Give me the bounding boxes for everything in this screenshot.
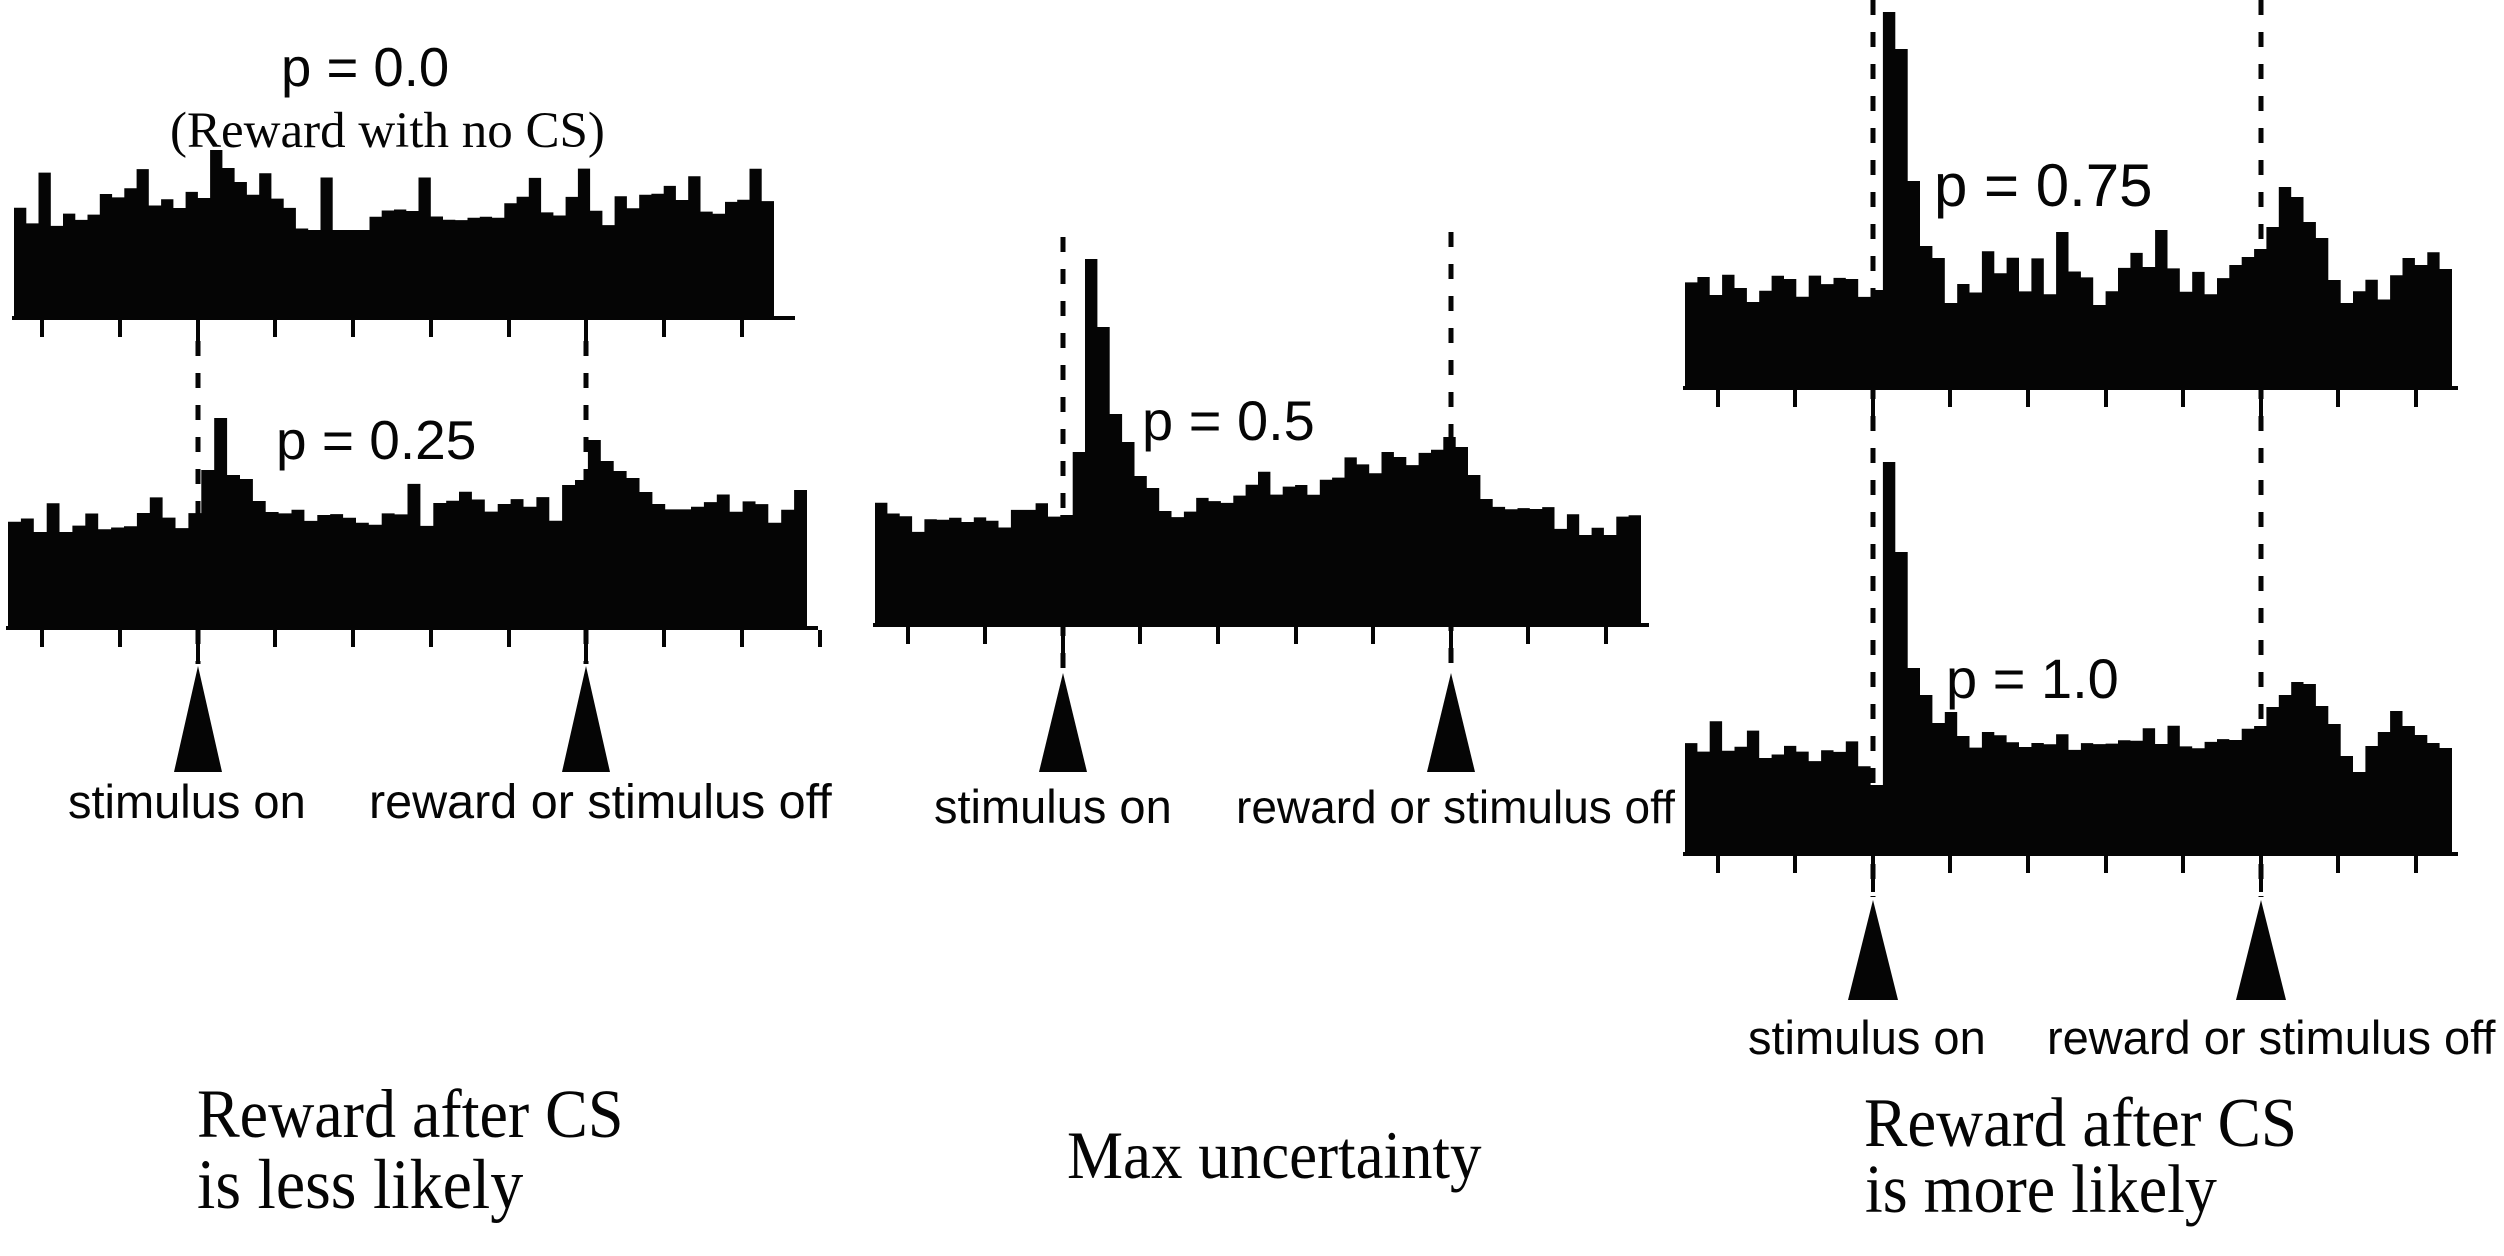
svg-text:Reward after CS: Reward after CS <box>1864 1084 2297 1161</box>
svg-text:stimulus on: stimulus on <box>68 775 306 828</box>
svg-text:reward or stimulus off: reward or stimulus off <box>369 775 832 829</box>
svg-text:stimulus on: stimulus on <box>934 780 1172 833</box>
svg-text:p = 1.0: p = 1.0 <box>1946 647 2119 710</box>
svg-text:Reward after CS: Reward after CS <box>197 1077 623 1152</box>
svg-text:stimulus on: stimulus on <box>1748 1011 1986 1064</box>
svg-text:(Reward with no CS): (Reward with no CS) <box>170 103 605 159</box>
svg-text:p = 0.75: p = 0.75 <box>1934 152 2153 219</box>
svg-text:p = 0.0: p = 0.0 <box>281 37 449 98</box>
svg-text:reward or stimulus off: reward or stimulus off <box>2047 1011 2496 1064</box>
svg-text:Max uncertainty: Max uncertainty <box>1067 1119 1482 1193</box>
svg-text:is more likely: is more likely <box>1865 1152 2217 1227</box>
svg-text:is less likely: is less likely <box>197 1145 523 1224</box>
svg-text:p = 0.5: p = 0.5 <box>1142 389 1315 452</box>
svg-text:p = 0.25: p = 0.25 <box>276 409 476 471</box>
svg-text:reward or stimulus off: reward or stimulus off <box>1236 781 1675 833</box>
